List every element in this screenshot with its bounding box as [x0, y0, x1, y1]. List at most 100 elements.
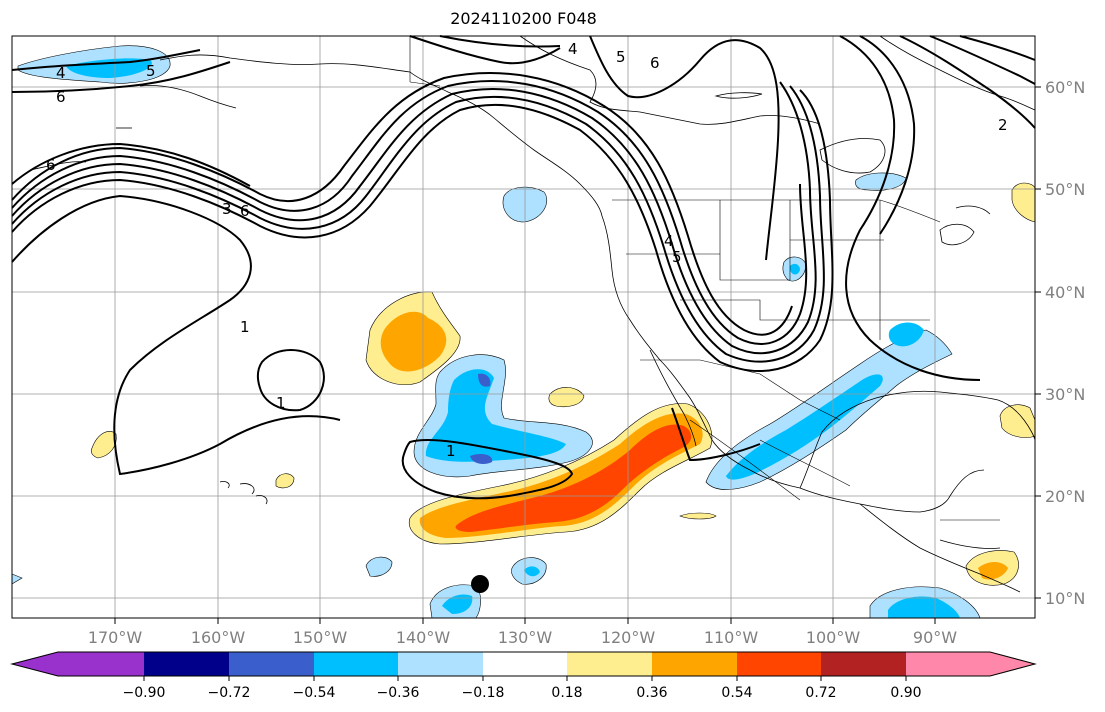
colorbar-tick-label: 0.36 — [636, 685, 667, 701]
contour-line-north — [409, 35, 561, 65]
lon-label: 150°W — [293, 628, 348, 647]
colorbar-tick-label: −0.18 — [462, 685, 505, 701]
contour-label: 3 — [222, 200, 232, 218]
blue-band-gulf-core — [726, 374, 883, 480]
colorbar-tick-label: −0.72 — [208, 685, 251, 701]
lon-label: 130°W — [498, 628, 553, 647]
map-title: 2024110200 F048 — [450, 9, 597, 28]
contour-label: 6 — [650, 54, 660, 72]
graticule — [12, 36, 1035, 618]
contour-label: 6 — [46, 156, 56, 174]
lat-label: 50°N — [1045, 180, 1085, 199]
contour-label: 5 — [616, 48, 626, 66]
colorbar-segment — [229, 652, 314, 676]
contour-line-east-2 — [859, 35, 916, 235]
contour-line-east-4 — [929, 35, 1036, 85]
contour-label: 1 — [240, 318, 250, 336]
blue-darker-center — [478, 373, 491, 387]
contour-label: 2 — [998, 116, 1008, 134]
blue-patch-south-3-core — [524, 566, 540, 577]
storm-marker-dot — [471, 575, 489, 593]
blue-core-alaska — [66, 58, 152, 78]
colorbar-tick-label: 0.18 — [551, 685, 582, 701]
colorbar-segment — [652, 652, 737, 676]
colorbar-tick-label: 0.90 — [890, 685, 921, 701]
height-contours — [11, 35, 1036, 500]
colorbar-segment-min — [12, 652, 144, 676]
lon-label: 160°W — [191, 628, 246, 647]
lat-label: 30°N — [1045, 385, 1085, 404]
colorbar-segment — [314, 652, 398, 676]
lat-label: 60°N — [1045, 78, 1085, 97]
anomaly-shading — [11, 45, 1036, 619]
contour-line-one-west — [256, 349, 325, 412]
contour-line-trough — [589, 35, 780, 261]
contour-line-ridge-3 — [11, 81, 817, 355]
contour-label: 4 — [664, 232, 674, 250]
contour-label: 4 — [568, 40, 578, 58]
contour-line-one-center — [401, 438, 574, 500]
yellow-patch-baja — [679, 512, 717, 520]
contour-line-east-1 — [839, 35, 981, 381]
colorbar: −0.90 −0.72 −0.54 −0.36 −0.18 0.18 0.36 … — [10, 651, 1037, 701]
blue-core-center — [425, 369, 566, 462]
contour-line-east-3 — [899, 35, 1036, 129]
colorbar-tick-label: 0.72 — [805, 685, 836, 701]
axis-ticks — [114, 86, 1041, 624]
colorbar-tick-label: 0.54 — [721, 685, 752, 701]
orange-patch-centam-core — [978, 562, 1008, 580]
colorbar-segment — [567, 652, 652, 676]
yellow-patch-3 — [275, 473, 295, 489]
contour-line-north-2 — [439, 35, 561, 48]
colorbar-segment — [398, 652, 483, 676]
lat-label: 10°N — [1045, 589, 1085, 608]
lon-label: 100°W — [806, 628, 861, 647]
contour-label: 6 — [240, 202, 250, 220]
contour-line-alaska-2 — [11, 61, 231, 93]
yellow-patch-1 — [548, 387, 585, 407]
colorbar-tick-label: −0.54 — [293, 685, 336, 701]
coastlines — [29, 35, 1036, 593]
colorbar-tick-label: −0.36 — [377, 685, 420, 701]
blue-patch-canada — [855, 172, 907, 191]
blue-patch-south-4-core — [888, 596, 960, 618]
contour-label: 6 — [56, 88, 66, 106]
lon-label: 110°W — [704, 628, 759, 647]
contour-label: 1 — [446, 442, 456, 460]
orange-core-west — [380, 311, 447, 372]
lon-label: 90°W — [913, 628, 957, 647]
contour-line-east-5 — [959, 35, 1036, 61]
contour-line-ridge-6 — [11, 142, 251, 187]
contour-label: 4 — [56, 64, 66, 82]
contour-label: 5 — [146, 62, 156, 80]
colorbar-segment — [737, 652, 821, 676]
colorbar-segment — [144, 652, 229, 676]
yellow-patch-2 — [90, 431, 117, 459]
contour-line-ridge-7 — [11, 194, 341, 476]
contour-labels: 4 5 6 6 3 4 5 6 1 1 1 2 4 5 6 — [46, 40, 1008, 460]
contour-line-ridge-4 — [11, 80, 808, 345]
blue-patch-south-2-core — [442, 594, 473, 614]
lat-label: 20°N — [1045, 487, 1085, 506]
contour-line-gulf — [671, 407, 761, 462]
political-borders — [409, 36, 1000, 521]
red-band-core — [455, 424, 692, 532]
lon-label: 120°W — [601, 628, 656, 647]
map-frame — [11, 35, 1036, 619]
latitude-labels: 60°N 50°N 40°N 30°N 20°N 10°N — [1045, 78, 1085, 608]
colorbar-segment — [821, 652, 906, 676]
contour-label: 5 — [672, 248, 682, 266]
contour-line-ridge-2 — [11, 85, 825, 363]
blue-patch-south-1 — [365, 556, 393, 577]
blue-darker-center-2 — [470, 454, 493, 464]
orange-band-core — [419, 413, 703, 538]
blue-patch-texas — [888, 322, 924, 347]
contour-line-alaska-1 — [11, 49, 201, 71]
colorbar-segment — [483, 652, 567, 676]
lon-label: 140°W — [396, 628, 451, 647]
colorbar-tick-label: −0.90 — [123, 685, 166, 701]
blue-patch-plains-core — [790, 263, 800, 275]
longitude-labels: 170°W 160°W 150°W 140°W 130°W 120°W 110°… — [88, 628, 957, 647]
contour-line-ridge-5 — [11, 72, 793, 336]
lat-label: 40°N — [1045, 283, 1085, 302]
